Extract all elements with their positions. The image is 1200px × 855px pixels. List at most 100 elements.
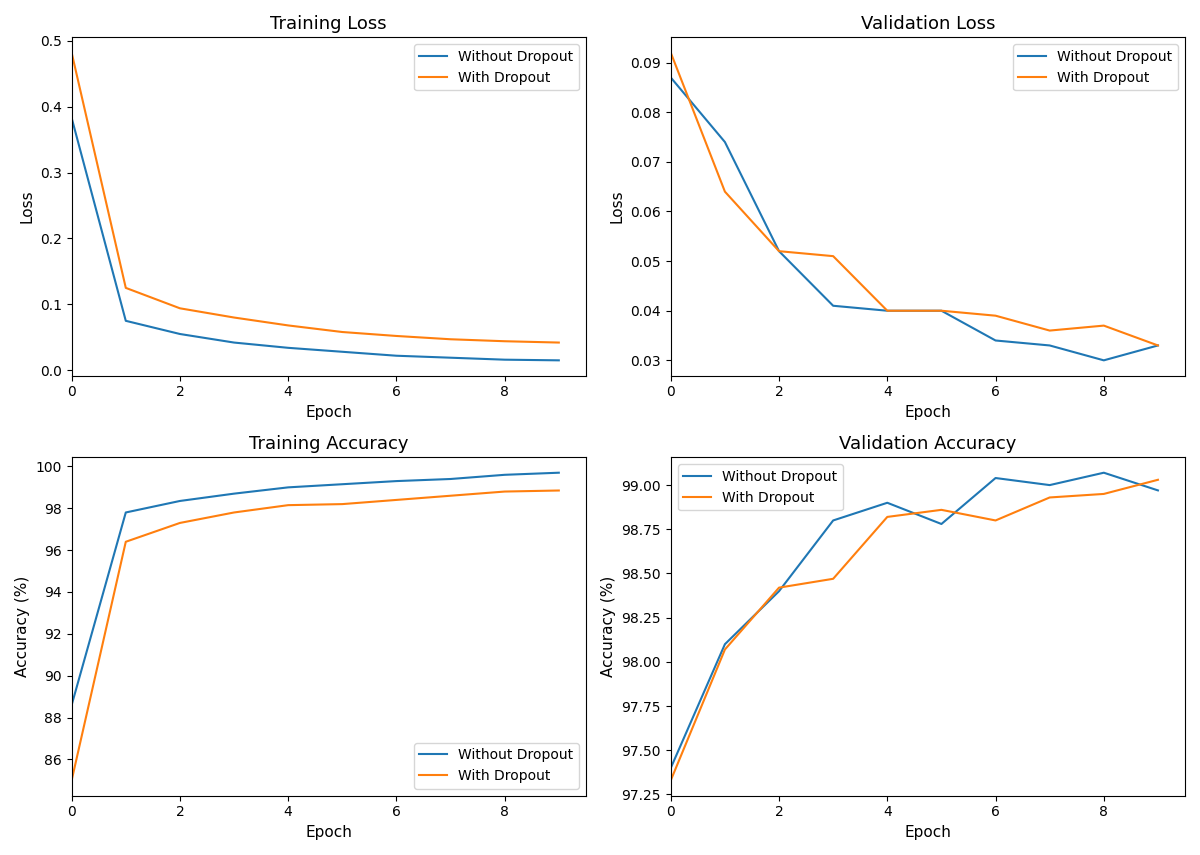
X-axis label: Epoch: Epoch <box>905 825 952 840</box>
Without Dropout <box>989 473 1003 483</box>
Line: Without Dropout: Without Dropout <box>671 78 1158 360</box>
With Dropout <box>989 310 1003 321</box>
Without Dropout <box>119 315 133 326</box>
Without Dropout <box>173 329 187 339</box>
X-axis label: Epoch: Epoch <box>905 405 952 420</box>
Line: With Dropout: With Dropout <box>72 53 559 343</box>
With Dropout <box>1151 475 1165 485</box>
Without Dropout <box>1151 486 1165 496</box>
Without Dropout <box>443 352 457 363</box>
Without Dropout <box>227 338 241 348</box>
Line: With Dropout: With Dropout <box>72 491 559 781</box>
With Dropout <box>173 518 187 528</box>
Legend: Without Dropout, With Dropout: Without Dropout, With Dropout <box>678 464 842 510</box>
With Dropout <box>335 499 349 510</box>
Without Dropout <box>935 305 949 315</box>
With Dropout <box>664 48 678 58</box>
Without Dropout <box>826 301 840 311</box>
Without Dropout <box>498 469 512 480</box>
With Dropout <box>772 246 786 256</box>
With Dropout <box>498 336 512 346</box>
With Dropout <box>772 582 786 593</box>
Without Dropout <box>1097 355 1111 365</box>
With Dropout <box>718 186 732 197</box>
Line: With Dropout: With Dropout <box>671 53 1158 345</box>
Without Dropout <box>389 476 403 486</box>
With Dropout <box>552 486 566 496</box>
With Dropout <box>443 334 457 345</box>
With Dropout <box>119 537 133 547</box>
With Dropout <box>1097 489 1111 499</box>
Without Dropout <box>335 479 349 489</box>
With Dropout <box>281 321 295 331</box>
Line: Without Dropout: Without Dropout <box>72 118 559 360</box>
With Dropout <box>935 305 949 315</box>
With Dropout <box>173 304 187 314</box>
Without Dropout <box>935 519 949 529</box>
With Dropout <box>389 331 403 341</box>
Line: Without Dropout: Without Dropout <box>671 473 1158 768</box>
With Dropout <box>718 645 732 655</box>
With Dropout <box>1097 321 1111 331</box>
Without Dropout <box>173 496 187 506</box>
Title: Training Loss: Training Loss <box>270 15 388 33</box>
Legend: Without Dropout, With Dropout: Without Dropout, With Dropout <box>414 743 578 789</box>
Without Dropout <box>443 474 457 484</box>
With Dropout <box>335 327 349 337</box>
Title: Validation Accuracy: Validation Accuracy <box>839 435 1016 453</box>
Without Dropout <box>1043 340 1057 351</box>
Without Dropout <box>227 488 241 498</box>
Without Dropout <box>281 343 295 353</box>
With Dropout <box>1043 492 1057 503</box>
Without Dropout <box>552 355 566 365</box>
Without Dropout <box>389 351 403 361</box>
Without Dropout <box>65 700 79 711</box>
With Dropout <box>65 775 79 786</box>
With Dropout <box>664 775 678 786</box>
With Dropout <box>1043 326 1057 336</box>
Without Dropout <box>281 482 295 492</box>
Without Dropout <box>664 73 678 83</box>
Line: Without Dropout: Without Dropout <box>72 473 559 705</box>
X-axis label: Epoch: Epoch <box>305 405 353 420</box>
With Dropout <box>119 283 133 293</box>
Legend: Without Dropout, With Dropout: Without Dropout, With Dropout <box>1013 44 1178 91</box>
With Dropout <box>826 251 840 262</box>
With Dropout <box>281 500 295 510</box>
Without Dropout <box>989 335 1003 345</box>
With Dropout <box>227 312 241 322</box>
Without Dropout <box>880 498 894 508</box>
Without Dropout <box>718 137 732 147</box>
With Dropout <box>1151 340 1165 351</box>
With Dropout <box>65 48 79 58</box>
Without Dropout <box>65 113 79 123</box>
Title: Validation Loss: Validation Loss <box>860 15 995 33</box>
With Dropout <box>552 338 566 348</box>
With Dropout <box>826 574 840 584</box>
With Dropout <box>498 486 512 497</box>
Without Dropout <box>335 346 349 357</box>
With Dropout <box>935 504 949 515</box>
Line: With Dropout: With Dropout <box>671 480 1158 781</box>
Without Dropout <box>772 246 786 256</box>
Without Dropout <box>498 355 512 365</box>
Y-axis label: Accuracy (%): Accuracy (%) <box>16 576 30 677</box>
Y-axis label: Loss: Loss <box>19 190 35 223</box>
Without Dropout <box>880 305 894 315</box>
Without Dropout <box>552 468 566 478</box>
Without Dropout <box>1043 480 1057 490</box>
With Dropout <box>389 495 403 505</box>
Without Dropout <box>826 516 840 526</box>
Y-axis label: Loss: Loss <box>610 190 625 223</box>
With Dropout <box>227 507 241 517</box>
Without Dropout <box>1097 468 1111 478</box>
With Dropout <box>880 512 894 522</box>
With Dropout <box>989 516 1003 526</box>
Without Dropout <box>664 763 678 773</box>
Legend: Without Dropout, With Dropout: Without Dropout, With Dropout <box>414 44 578 91</box>
Title: Training Accuracy: Training Accuracy <box>250 435 408 453</box>
Without Dropout <box>718 639 732 649</box>
Without Dropout <box>119 507 133 517</box>
X-axis label: Epoch: Epoch <box>305 825 353 840</box>
With Dropout <box>880 305 894 315</box>
